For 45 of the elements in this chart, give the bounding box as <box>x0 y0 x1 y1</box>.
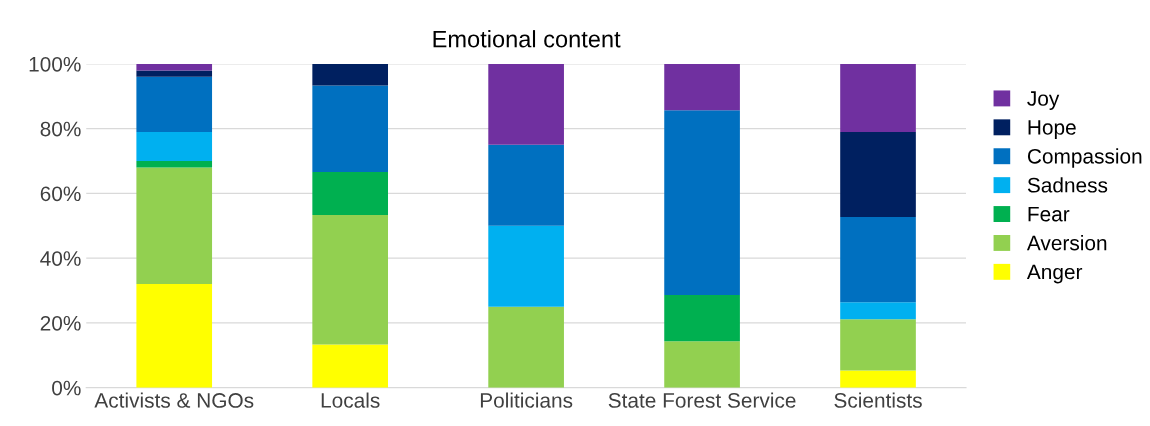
bar <box>312 172 388 216</box>
legend-label: Joy <box>1027 91 1060 110</box>
bar <box>840 319 916 371</box>
legend-label: Anger <box>1026 264 1083 284</box>
bar <box>136 167 213 285</box>
bar <box>840 63 916 132</box>
y-tick-label: 100% <box>29 56 81 72</box>
legend-label: Aversion <box>1026 235 1107 251</box>
y-tick-label: 60% <box>40 186 81 202</box>
bar <box>488 306 564 388</box>
y-tick-label: 20% <box>40 315 81 331</box>
bar <box>136 161 213 168</box>
bar <box>664 341 740 388</box>
bar <box>136 63 213 71</box>
y-tick-label: 80% <box>40 121 81 137</box>
y-tick-label: 40% <box>40 251 81 266</box>
y-tick-label: 0% <box>52 380 81 396</box>
x-tick-label: Activists & NGOs <box>94 392 254 408</box>
bar <box>136 70 213 77</box>
bar <box>488 63 564 145</box>
x-tick-label: Scientists <box>834 392 922 408</box>
bar <box>312 85 388 173</box>
bar <box>840 370 916 388</box>
bar <box>312 215 388 345</box>
legend-label: Fear <box>1028 206 1070 222</box>
bar <box>136 131 213 162</box>
x-tick-label: State Forest Service <box>608 392 796 408</box>
legend-label: Compassion <box>1027 148 1142 168</box>
x-tick-label: Locals <box>321 392 380 408</box>
bar <box>136 76 213 132</box>
bar <box>840 302 916 320</box>
x-tick-label: Politicians <box>480 392 573 408</box>
legend-label: Sadness <box>1027 177 1108 193</box>
bar <box>664 110 740 296</box>
bar <box>840 217 916 303</box>
bar <box>664 295 740 342</box>
bar <box>488 225 564 307</box>
legend-label: Hope <box>1028 120 1076 139</box>
bar <box>136 284 213 388</box>
bar <box>312 63 388 86</box>
chart-title: Emotional content <box>433 30 621 48</box>
bar <box>664 63 740 111</box>
bar <box>488 144 564 226</box>
bar <box>840 131 916 218</box>
bar <box>312 344 388 388</box>
